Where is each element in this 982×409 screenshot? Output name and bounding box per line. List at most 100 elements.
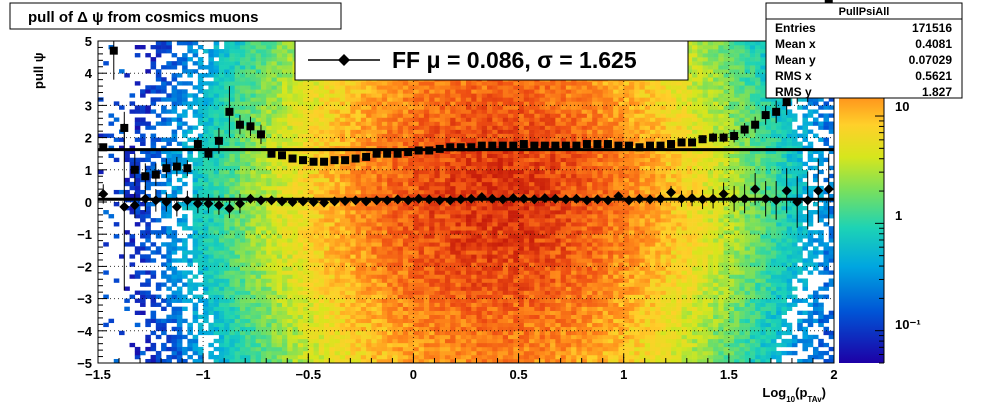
heatmap-cell [271,165,278,171]
heatmap-cell [350,85,356,90]
heatmap-cell [271,314,278,320]
heatmap-cell [387,246,393,251]
heatmap-cell [324,97,330,102]
heatmap-cell [397,109,404,114]
heatmap-cell [218,322,225,328]
heatmap-cell [418,117,425,122]
heatmap-cell [381,322,388,328]
heatmap-cell [260,326,267,332]
heatmap-cell [250,129,257,134]
heatmap-cell [213,210,220,215]
heatmap-cell [224,286,230,291]
heatmap-cell [345,266,351,271]
heatmap-cell [260,246,267,251]
heatmap-cell [166,246,172,251]
heatmap-cell [318,350,325,356]
heatmap-cell [208,169,214,175]
heatmap-cell [329,226,335,231]
heatmap-cell [360,109,367,114]
heatmap-cell [450,358,456,363]
heatmap-cell [434,266,441,271]
heatmap-cell [203,222,209,227]
heatmap-cell [387,326,393,332]
heatmap-cell [371,282,377,287]
heatmap-cell [371,165,377,171]
heatmap-cell [266,358,272,363]
heatmap-cell [418,169,425,175]
heatmap-cell [392,342,398,348]
heatmap-cell [397,125,404,130]
heatmap-cell [234,326,241,332]
heatmap-cell [413,334,419,340]
heatmap-cell [324,314,330,320]
heatmap-cell [161,210,167,215]
heatmap-cell [423,173,430,179]
heatmap-cell [276,246,283,251]
heatmap-cell [460,258,467,263]
heatmap-cell [392,266,398,271]
heatmap-cell [297,262,304,267]
heatmap-cell [434,185,441,191]
heatmap-cell [308,330,314,336]
heatmap-cell [276,206,283,211]
heatmap-cell [234,177,241,183]
heatmap-cell [444,173,451,179]
heatmap-cell [224,137,230,142]
heatmap-cell [408,157,414,163]
heatmap-cell [150,165,157,171]
heatmap-cell [255,85,262,90]
heatmap-cell [444,258,451,263]
heatmap-cell [371,334,377,340]
heatmap-cell [145,358,151,363]
heatmap-cell [376,226,383,231]
heatmap-cell [113,234,120,239]
heatmap-cell [318,165,325,171]
heatmap-cell [145,270,151,275]
heatmap-cell [397,121,404,126]
heatmap-cell [303,189,309,195]
heatmap-cell [481,210,488,215]
heatmap-cell [187,226,193,231]
heatmap-cell [371,129,377,134]
heatmap-cell [466,310,472,315]
heatmap-cell [429,157,435,163]
heatmap-cell [324,206,330,211]
heatmap-cell [429,350,435,356]
heatmap-cell [303,330,309,336]
heatmap-cell [187,326,193,332]
heatmap-cell [271,242,278,247]
heatmap-cell [303,318,309,324]
heatmap-cell [250,262,257,267]
heatmap-cell [303,262,309,267]
heatmap-cell [245,266,251,271]
heatmap-cell [176,93,183,98]
heatmap-cell [476,173,483,179]
heatmap-cell [376,270,383,275]
heatmap-cell [292,85,299,90]
heatmap-cell [402,334,409,340]
heatmap-cell [234,193,241,199]
heatmap-cell [276,314,283,320]
heatmap-cell [439,206,446,211]
heatmap-cell [208,181,214,187]
heatmap-cell [334,81,341,86]
heatmap-cell [381,181,388,187]
heatmap-cell [108,153,115,159]
heatmap-cell [455,274,462,279]
heatmap-cell [455,254,462,259]
heatmap-cell [297,282,304,287]
heatmap-cell [234,161,241,167]
heatmap-cell [292,246,299,251]
heatmap-cell [282,318,288,324]
heatmap-cell [282,358,288,363]
heatmap-cell [471,89,477,94]
heatmap-cell [339,165,346,171]
heatmap-cell [266,185,272,191]
heatmap-cell [387,226,393,231]
heatmap-cell [276,214,283,219]
heatmap-cell [481,97,488,102]
heatmap-cell [434,218,441,223]
heatmap-cell [208,206,214,211]
heatmap-cell [303,185,309,191]
heatmap-cell [203,169,209,175]
